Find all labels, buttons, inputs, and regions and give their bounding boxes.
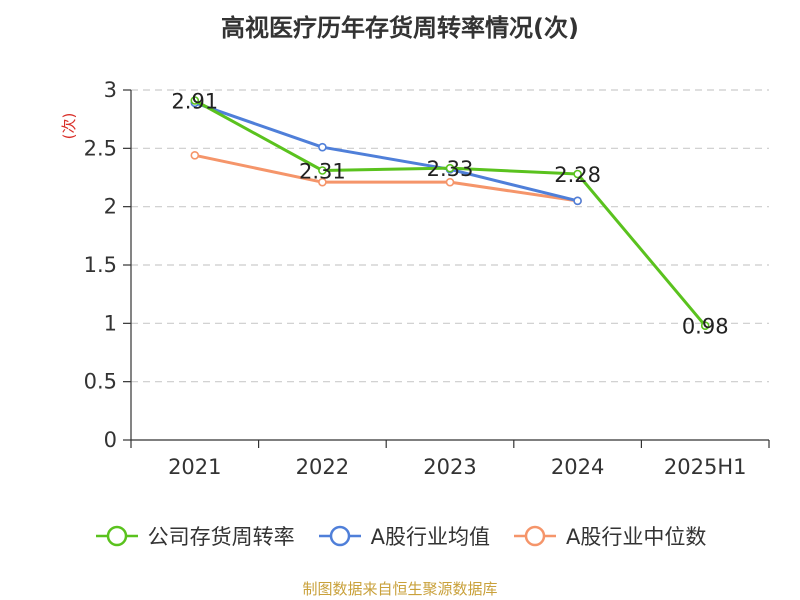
series-line bbox=[194, 101, 578, 203]
data-point bbox=[573, 196, 582, 206]
legend-circle bbox=[524, 525, 546, 547]
legend-marker-icon bbox=[318, 525, 361, 547]
legend: 公司存货周转率 A股行业均值 A股行业中位数 bbox=[0, 519, 800, 553]
x-tick-label: 2024 bbox=[551, 455, 604, 479]
y-tick-label: 3 bbox=[104, 78, 117, 102]
y-tick-label: 0.5 bbox=[84, 370, 117, 394]
data-label: 2.33 bbox=[427, 157, 474, 181]
data-label: 2.28 bbox=[554, 163, 601, 187]
data-point bbox=[573, 169, 582, 179]
y-tick-label: 2 bbox=[104, 195, 117, 219]
gridlines bbox=[131, 89, 769, 383]
legend-circle bbox=[106, 525, 127, 547]
chart-title: 高视医疗历年存货周转率情况(次) bbox=[221, 14, 579, 42]
data-point bbox=[190, 96, 200, 105]
legend-marker-icon bbox=[95, 525, 138, 547]
x-tick-label: 2022 bbox=[296, 455, 349, 479]
data-point bbox=[318, 177, 327, 187]
data-point bbox=[445, 177, 455, 187]
series-line bbox=[194, 99, 707, 327]
legend-label: A股行业均值 bbox=[370, 525, 490, 549]
axes: 0 0.5 1 1.5 2 2.5 3 2021 2022 2023 2024 2025H1 bbox=[84, 78, 770, 479]
x-tick-label: 2025H1 bbox=[664, 455, 747, 479]
series-line bbox=[194, 153, 578, 203]
data-label: 2.31 bbox=[299, 160, 346, 184]
y-tick-label: 1 bbox=[104, 311, 117, 335]
y-tick-label: 0 bbox=[104, 428, 117, 452]
data-point bbox=[318, 166, 327, 175]
legend-marker-icon bbox=[514, 525, 556, 547]
data-point bbox=[700, 321, 710, 330]
y-tick-label: 1.5 bbox=[84, 253, 117, 277]
legend-item[interactable]: A股行业中位数 bbox=[512, 521, 706, 551]
data-point bbox=[190, 151, 200, 160]
data-label: 0.98 bbox=[682, 315, 729, 339]
y-tick-label: 2.5 bbox=[84, 136, 117, 160]
legend-item[interactable]: 公司存货周转率 bbox=[94, 521, 295, 551]
x-tick-label: 2023 bbox=[423, 455, 476, 479]
data-point bbox=[318, 142, 327, 152]
legend-label: 公司存货周转率 bbox=[147, 525, 295, 549]
x-tick-label: 2021 bbox=[168, 455, 221, 479]
legend-item[interactable]: A股行业均值 bbox=[317, 521, 490, 551]
legend-label: A股行业中位数 bbox=[566, 525, 707, 549]
series-lines bbox=[190, 96, 710, 330]
y-axis-label: (次) bbox=[60, 113, 78, 140]
data-point bbox=[445, 163, 455, 173]
legend-circle bbox=[329, 525, 350, 547]
source-note: 制图数据来自恒生聚源数据库 bbox=[302, 580, 498, 598]
data-label: 2.91 bbox=[171, 90, 218, 114]
data-labels: 2.91 2.31 2.33 2.28 0.98 bbox=[171, 90, 728, 339]
